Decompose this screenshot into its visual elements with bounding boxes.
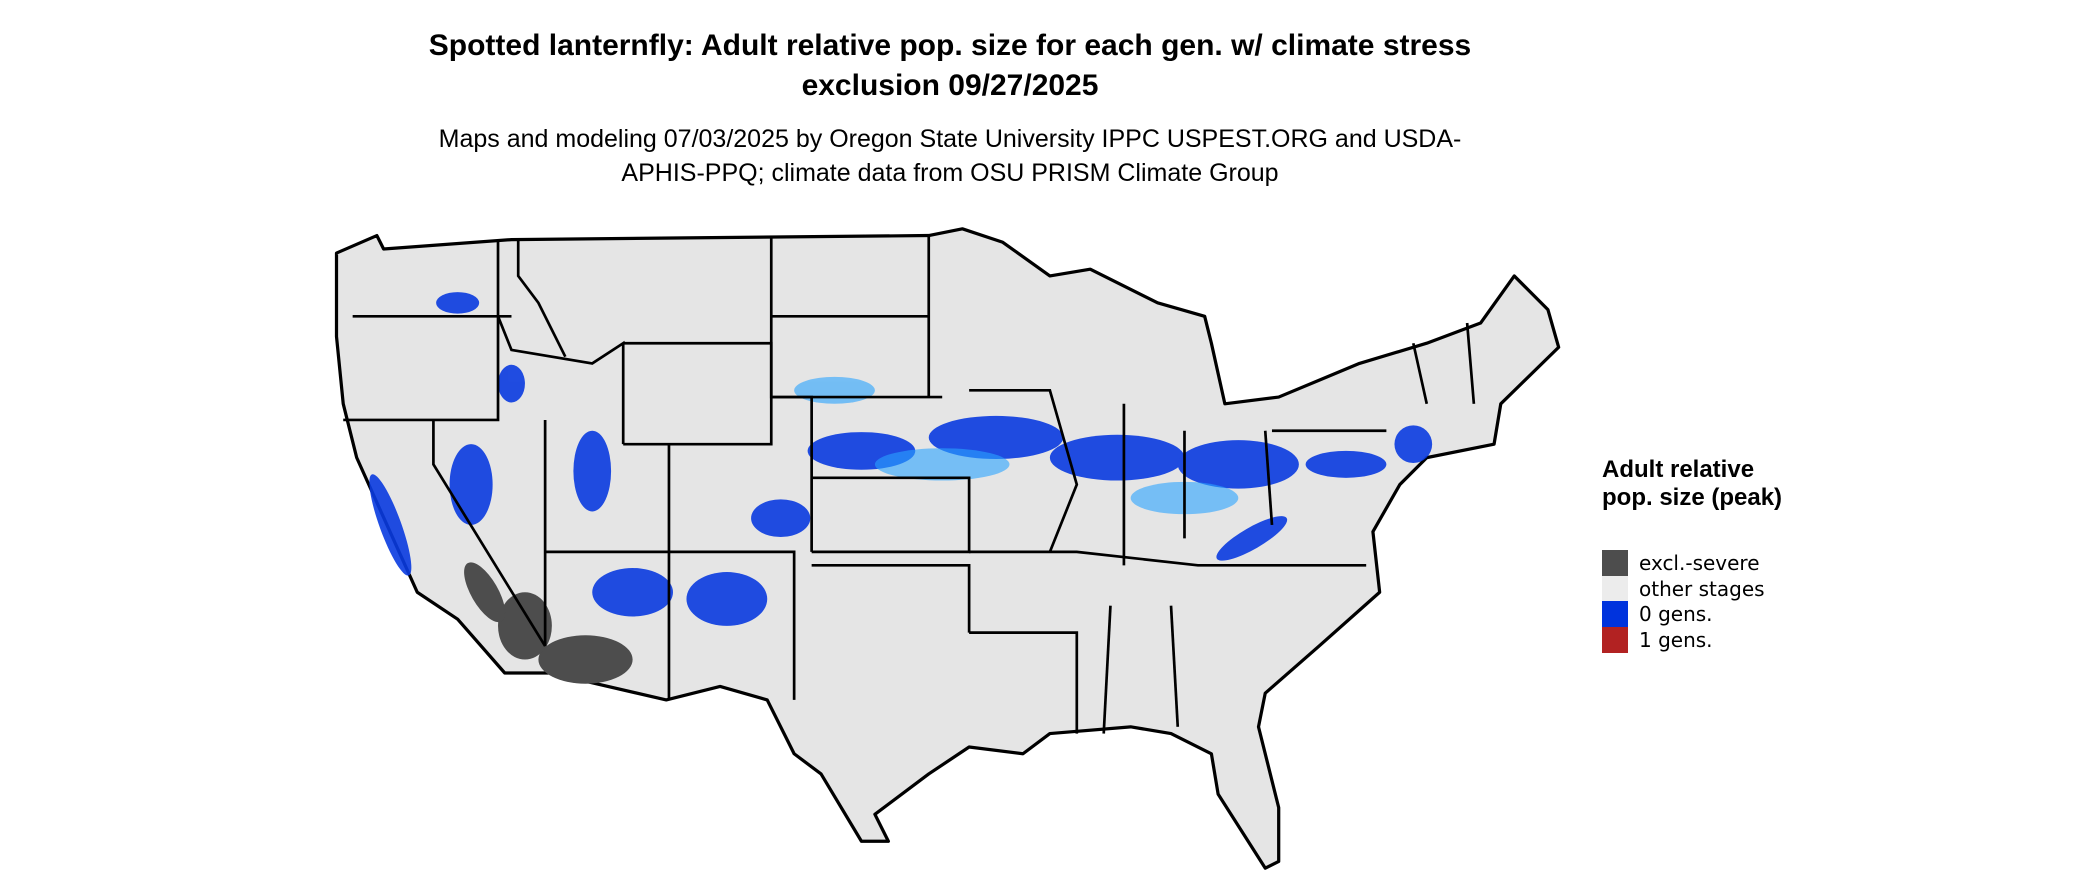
map-title: Spotted lanternfly: Adult relative pop. … xyxy=(428,29,1472,102)
legend-label: other stages xyxy=(1639,576,1765,601)
map xyxy=(334,227,1561,870)
us-outline xyxy=(334,227,1561,870)
state-borders xyxy=(343,235,1476,734)
legend-item: 1 gens. xyxy=(1602,626,1713,653)
legend-label: 1 gens. xyxy=(1639,627,1713,652)
legend-label: excl.-severe xyxy=(1639,551,1760,575)
legend-swatch xyxy=(1602,626,1628,653)
legend-item: other stages xyxy=(1602,575,1765,602)
legend-title: Adult relative pop. size (peak) xyxy=(1602,456,1783,511)
legend-item: 0 gens. xyxy=(1602,601,1713,627)
map-subtitle: Maps and modeling 07/03/2025 by Oregon S… xyxy=(438,125,1462,187)
legend-label: 0 gens. xyxy=(1639,602,1713,626)
legend-swatch xyxy=(1602,601,1628,627)
legend-swatch xyxy=(1602,550,1628,576)
legend-item: excl.-severe xyxy=(1602,550,1760,576)
us-map xyxy=(334,227,1561,870)
excluded-area xyxy=(464,562,633,684)
legend-swatch xyxy=(1602,575,1628,602)
